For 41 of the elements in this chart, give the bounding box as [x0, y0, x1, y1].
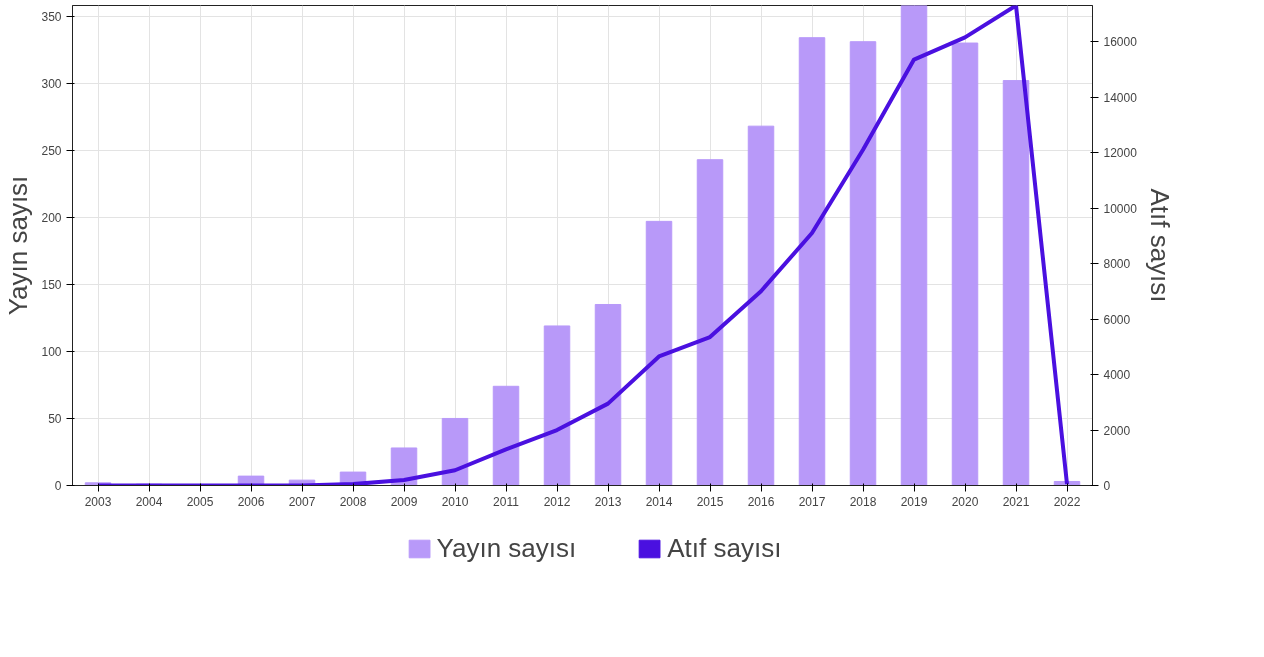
- x-tick-label: 2006: [237, 494, 265, 509]
- y-tick-label: 200: [41, 210, 62, 225]
- y-tick-label: 150: [41, 277, 62, 292]
- y2-tick-label: 0: [1103, 479, 1111, 493]
- y2-axis-title: Atıf sayısı: [1144, 188, 1175, 303]
- y-tick-label: 250: [41, 143, 62, 158]
- x-tick-label: 2012: [543, 494, 571, 509]
- x-tick-label: 2016: [747, 494, 775, 509]
- y-axis-title: Yayın sayısı: [3, 175, 34, 316]
- x-tick-label: 2013: [594, 494, 622, 509]
- x-tick-label: 2019: [900, 494, 928, 509]
- x-tick-label: 2022: [1053, 494, 1081, 509]
- x-tick-label: 2015: [696, 494, 724, 509]
- y2-tick-label: 14000: [1103, 90, 1138, 105]
- x-tick-label: 2007: [288, 494, 316, 509]
- x-tick-label: 2017: [798, 494, 826, 509]
- legend-label: Yayın sayısı: [436, 532, 577, 564]
- y2-tick-label: 4000: [1103, 368, 1131, 383]
- x-tick-label: 2021: [1002, 494, 1030, 509]
- y-tick-label: 350: [41, 9, 62, 24]
- x-tick-label: 2004: [135, 494, 163, 509]
- x-tick-label: 2011: [493, 494, 520, 509]
- x-tick-label: 2014: [645, 494, 673, 509]
- y2-tick-label: 2000: [1103, 423, 1131, 438]
- y-tick-label: 50: [48, 411, 62, 426]
- y2-tick-label: 12000: [1103, 146, 1138, 161]
- y2-tick-label: 16000: [1103, 35, 1138, 50]
- x-tick-label: 2008: [339, 494, 367, 509]
- y-tick-label: 300: [41, 76, 62, 91]
- x-tick-label: 2003: [84, 494, 112, 509]
- legend-label: Atıf sayısı: [667, 532, 782, 564]
- x-tick-label: 2020: [951, 494, 979, 509]
- x-tick-label: 2010: [441, 494, 469, 509]
- y2-tick-label: 6000: [1103, 312, 1131, 327]
- x-tick-label: 2005: [186, 494, 214, 509]
- y2-tick-label: 10000: [1103, 201, 1138, 216]
- y-tick-label: 0: [54, 479, 62, 493]
- x-tick-label: 2018: [849, 494, 877, 509]
- x-tick-label: 2009: [390, 494, 418, 509]
- y2-tick-label: 8000: [1103, 257, 1131, 272]
- y-tick-label: 100: [41, 344, 62, 359]
